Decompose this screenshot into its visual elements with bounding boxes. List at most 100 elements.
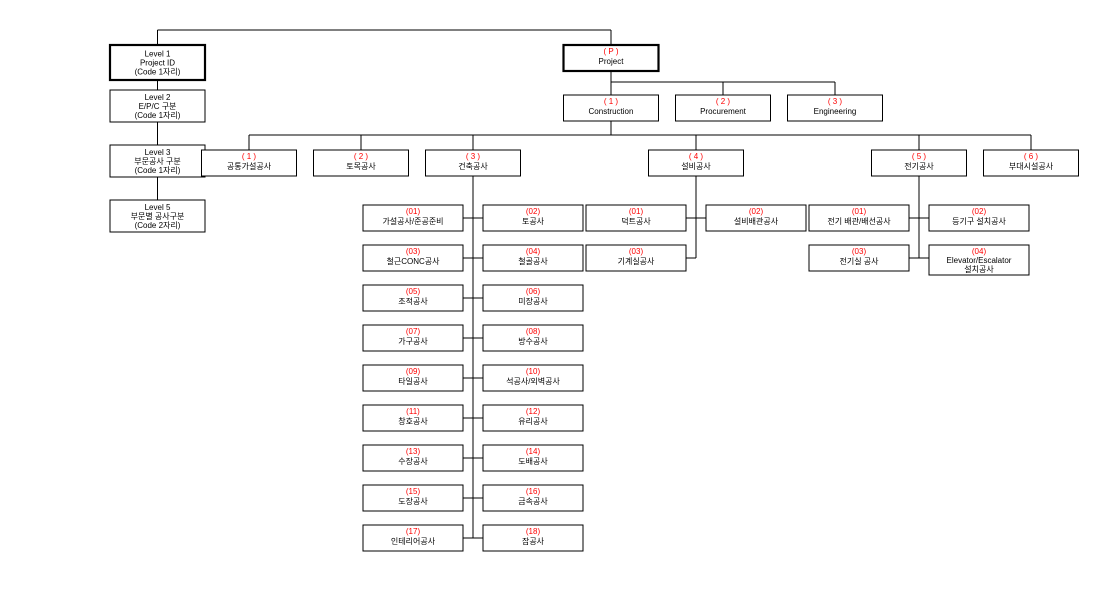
node-label: 도배공사 bbox=[518, 457, 548, 466]
node-label: 수장공사 bbox=[398, 456, 428, 466]
node-code: ( 1 ) bbox=[242, 152, 257, 161]
node-label: 설비공사 bbox=[681, 161, 711, 171]
legend-leg2: Level 2E/P/C 구분(Code 1자리) bbox=[110, 90, 205, 122]
node-a17: (17)인테리어공사 bbox=[363, 525, 463, 551]
node-label: 덕트공사 bbox=[621, 216, 651, 226]
node-a18: (18)잡공사 bbox=[483, 525, 583, 551]
node-label: 유리공사 bbox=[518, 417, 548, 426]
legend-text: (Code 2자리) bbox=[135, 221, 181, 230]
node-label: 잡공사 bbox=[522, 536, 545, 546]
node-a09: (09)타일공사 bbox=[363, 365, 463, 391]
node-label: Procurement bbox=[700, 107, 747, 116]
node-label: 건축공사 bbox=[458, 161, 488, 171]
node-a11: (11)창호공사 bbox=[363, 405, 463, 431]
node-c04: (04)Elevator/Escalator설치공사 bbox=[929, 245, 1029, 275]
node-a08: (08)방수공사 bbox=[483, 325, 583, 351]
node-code: (08) bbox=[526, 327, 541, 336]
node-label: 조적공사 bbox=[398, 296, 428, 306]
node-code: (03) bbox=[629, 247, 644, 256]
node-code: ( 4 ) bbox=[689, 152, 704, 161]
legend-text: Level 3 bbox=[145, 148, 171, 157]
node-l3_6: ( 6 )부대시설공사 bbox=[984, 150, 1079, 176]
legend-text: E/P/C 구분 bbox=[139, 102, 177, 111]
node-code: (03) bbox=[852, 247, 867, 256]
legend-text: (Code 1자리) bbox=[135, 111, 181, 120]
node-label: 인테리어공사 bbox=[391, 536, 436, 546]
node-label: 등기구 설치공사 bbox=[952, 216, 1006, 226]
node-label: 미장공사 bbox=[518, 296, 548, 306]
node-a16: (16)금속공사 bbox=[483, 485, 583, 511]
node-code: ( 5 ) bbox=[912, 152, 927, 161]
node-label: 철골공사 bbox=[518, 256, 548, 266]
node-label: 가설공사/준공준비 bbox=[382, 216, 443, 226]
node-code: (18) bbox=[526, 527, 541, 536]
node-label: 석공사/외벽공사 bbox=[506, 376, 560, 386]
legend-text: Project ID bbox=[140, 59, 175, 68]
node-label: 금속공사 bbox=[518, 497, 548, 506]
node-code: (01) bbox=[629, 207, 644, 216]
legend-text: (Code 1자리) bbox=[135, 68, 181, 77]
node-label: 공통가설공사 bbox=[227, 161, 272, 171]
node-label: 토목공사 bbox=[346, 162, 376, 171]
legend-text: Level 2 bbox=[145, 93, 171, 102]
node-l2_2: ( 2 )Procurement bbox=[676, 95, 771, 121]
node-code: (05) bbox=[406, 287, 421, 296]
node-label: 전기공사 bbox=[904, 161, 934, 171]
wbs-org-chart: Level 1Project ID(Code 1자리) Level 2E/P/C … bbox=[0, 0, 1118, 590]
node-code: (11) bbox=[406, 407, 420, 416]
node-code: (04) bbox=[526, 247, 541, 256]
node-code: ( P ) bbox=[604, 47, 619, 56]
node-code: (06) bbox=[526, 287, 541, 296]
legend-text: 부문공사 구분 bbox=[134, 157, 180, 166]
node-label: 기계실공사 bbox=[618, 256, 655, 266]
node-l3_2: ( 2 )토목공사 bbox=[314, 150, 409, 176]
node-label: 타일공사 bbox=[398, 377, 428, 386]
node-a03: (03)철근CONC공사 bbox=[363, 245, 463, 271]
node-code: (14) bbox=[526, 447, 541, 456]
node-l3_3: ( 3 )건축공사 bbox=[426, 150, 521, 176]
node-l3_4: ( 4 )설비공사 bbox=[649, 150, 744, 176]
node-code: ( 2 ) bbox=[354, 152, 369, 161]
node-a02: (02)토공사 bbox=[483, 205, 583, 231]
node-a15: (15)도장공사 bbox=[363, 485, 463, 511]
node-l3_5: ( 5 )전기공사 bbox=[872, 150, 967, 176]
node-label: Elevator/Escalator bbox=[947, 256, 1012, 265]
legend-leg1: Level 1Project ID(Code 1자리) bbox=[110, 45, 205, 80]
node-label: 토공사 bbox=[522, 217, 545, 226]
node-code: (02) bbox=[526, 207, 541, 216]
legend-text: (Code 1자리) bbox=[135, 166, 181, 175]
node-label: Construction bbox=[589, 107, 634, 116]
node-label: 창호공사 bbox=[398, 417, 428, 426]
node-a12: (12)유리공사 bbox=[483, 405, 583, 431]
node-label: 전기실 공사 bbox=[839, 256, 879, 266]
node-code: (13) bbox=[406, 447, 421, 456]
node-label: 부대시설공사 bbox=[1009, 161, 1054, 171]
node-code: (07) bbox=[406, 327, 421, 336]
node-a04: (04)철골공사 bbox=[483, 245, 583, 271]
legend-text: 부문별 공사구분 bbox=[131, 211, 185, 221]
node-a01: (01)가설공사/준공준비 bbox=[363, 205, 463, 231]
node-b03: (03)기계실공사 bbox=[586, 245, 686, 271]
node-a05: (05)조적공사 bbox=[363, 285, 463, 311]
node-code: (12) bbox=[526, 407, 541, 416]
legend-text: Level 5 bbox=[145, 203, 171, 212]
node-code: ( 2 ) bbox=[716, 97, 731, 106]
node-code: (15) bbox=[406, 487, 421, 496]
node-l2_3: ( 3 )Engineering bbox=[788, 95, 883, 121]
node-code: (16) bbox=[526, 487, 541, 496]
node-code: (09) bbox=[406, 367, 421, 376]
node-a06: (06)미장공사 bbox=[483, 285, 583, 311]
node-root: ( P )Project bbox=[564, 45, 659, 71]
node-code: (02) bbox=[749, 207, 764, 216]
node-code: (10) bbox=[526, 367, 541, 376]
node-code: (17) bbox=[406, 527, 421, 536]
node-code: (01) bbox=[406, 207, 421, 216]
node-label: 가구공사 bbox=[398, 337, 428, 346]
node-label: 도장공사 bbox=[398, 496, 428, 506]
node-c02: (02)등기구 설치공사 bbox=[929, 205, 1029, 231]
node-label: 전기 배관/배선공사 bbox=[827, 216, 891, 226]
node-code: (03) bbox=[406, 247, 421, 256]
node-l2_1: ( 1 )Construction bbox=[564, 95, 659, 121]
node-label: Engineering bbox=[814, 107, 857, 116]
node-code: ( 3 ) bbox=[828, 97, 843, 106]
